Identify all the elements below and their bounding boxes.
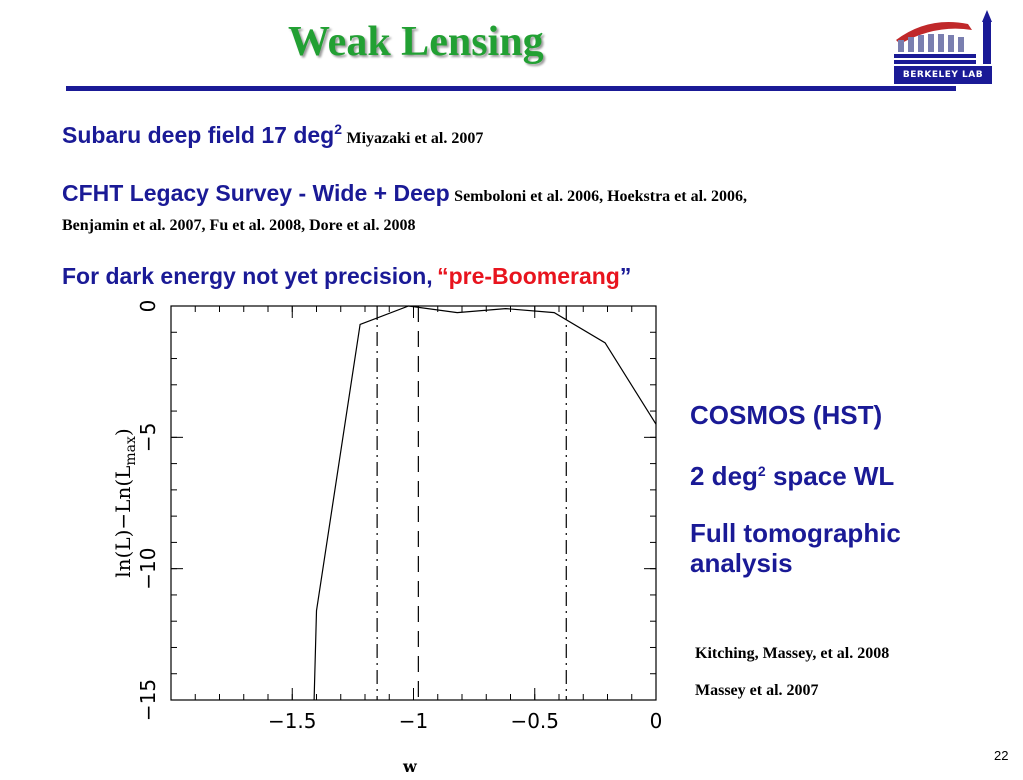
y-tick-label: −15: [136, 679, 160, 721]
berkeley-lab-logo: [894, 10, 992, 84]
tomographic-label: Full tomographic analysis: [690, 518, 901, 578]
close-quote: ”: [619, 263, 632, 289]
likelihood-curve: [313, 305, 657, 701]
tomographic-line-1: Full tomographic: [690, 518, 901, 548]
x-tick-label: −0.5: [510, 709, 559, 733]
y-tick-label: −5: [136, 423, 160, 452]
area-sup: 2: [757, 463, 766, 479]
y-tick-label: 0: [136, 300, 160, 313]
cosmos-label: COSMOS (HST): [690, 400, 883, 430]
citation-massey: Massey et al. 2007: [695, 682, 819, 699]
citation-kitching: Kitching, Massey, et al. 2008: [695, 645, 890, 662]
x-tick-label: −1: [399, 709, 428, 733]
cfht-ref-1: Semboloni et al. 2006, Hoekstra et al. 2…: [454, 188, 748, 205]
y-tick-label: −10: [136, 548, 160, 590]
area-prefix: 2 deg: [690, 461, 758, 491]
cfht-text: CFHT Legacy Survey - Wide + Deep: [62, 180, 450, 206]
cfht-ref-2: Benjamin et al. 2007, Fu et al. 2008, Do…: [62, 217, 416, 234]
tomographic-line-2: analysis: [690, 548, 793, 578]
title-rule: [66, 86, 956, 91]
dark-energy-text: For dark energy not yet precision,: [62, 263, 433, 289]
page-number: 22: [994, 748, 1009, 763]
subaru-ref: Miyazaki et al. 2007: [346, 130, 484, 147]
subaru-line: Subaru deep field 17 deg2 Miyazaki et al…: [62, 122, 483, 149]
x-tick-label: 0: [650, 709, 663, 733]
logo-text: BERKELEY LAB: [902, 70, 984, 80]
y-axis-label-main: ln(L)−Ln(L: [111, 466, 135, 578]
slide-title: Weak Lensing: [288, 19, 544, 65]
area-suffix: space WL: [765, 461, 895, 491]
subaru-sup: 2: [334, 121, 343, 137]
y-axis-label-end: ): [111, 428, 135, 436]
cfht-line: CFHT Legacy Survey - Wide + Deep Sembolo…: [62, 180, 747, 207]
x-axis-label: w: [403, 757, 417, 776]
dark-energy-line: For dark energy not yet precision, “pre-…: [62, 263, 631, 290]
open-quote: “: [437, 263, 449, 289]
area-label: 2 deg2 space WL: [690, 461, 894, 491]
x-tick-label: −1.5: [268, 709, 317, 733]
pre-boomerang-text: pre-Boomerang: [448, 263, 620, 289]
y-axis-label-sub: max: [123, 436, 139, 466]
plot-frame: [170, 305, 657, 701]
subaru-text: Subaru deep field 17 deg: [62, 122, 335, 148]
y-axis-label: ln(L)−Ln(Lmax): [111, 428, 139, 578]
